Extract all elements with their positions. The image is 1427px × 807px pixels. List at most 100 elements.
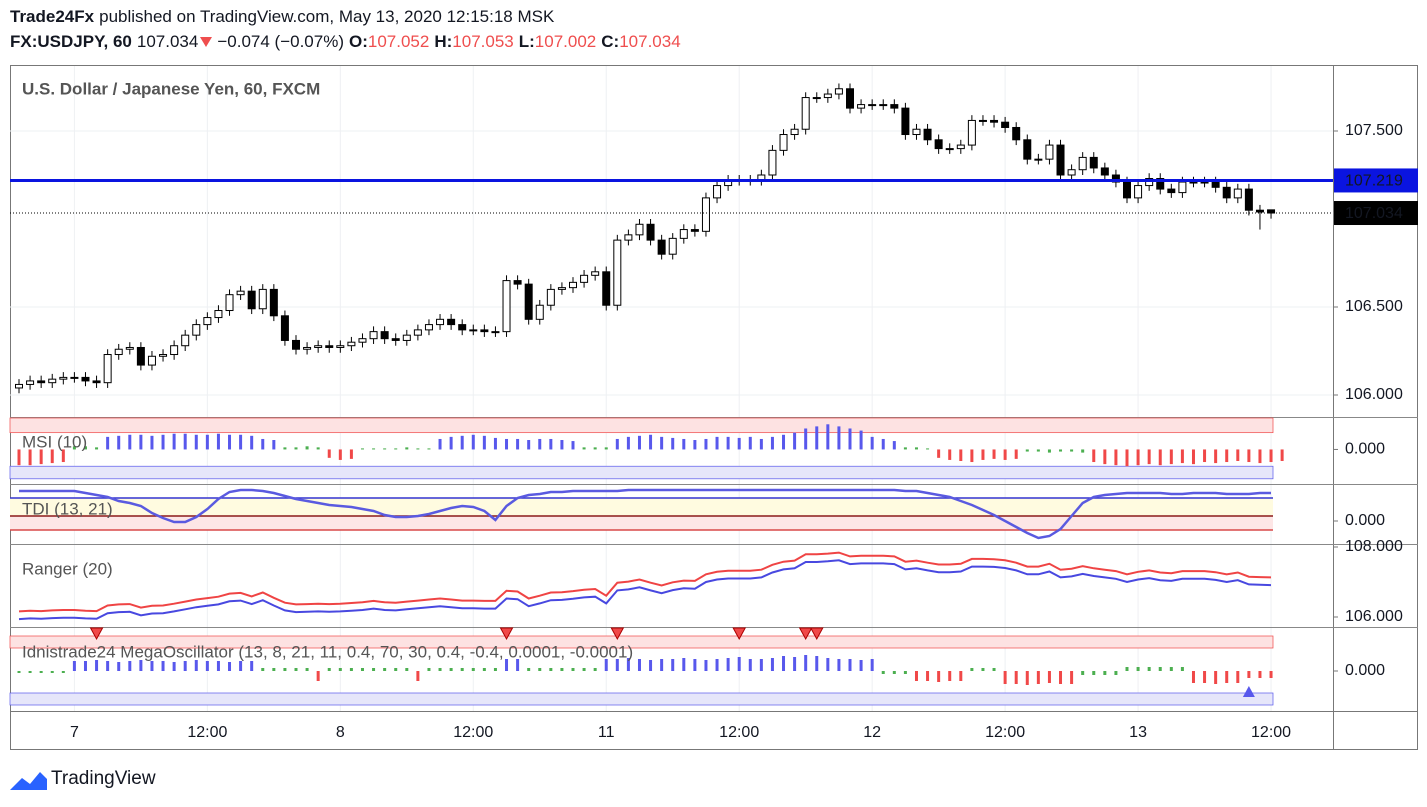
candle-body [524, 283, 533, 320]
histogram-bar [937, 671, 941, 682]
published: published on TradingView.com, May 13, 20… [99, 7, 555, 26]
candle-body [1145, 178, 1154, 187]
candle-body [713, 185, 722, 199]
candle-body [147, 355, 156, 366]
candle-body [413, 329, 422, 336]
histogram-bar [294, 447, 298, 450]
histogram-bar [637, 659, 641, 671]
histogram-bar [493, 668, 497, 671]
sell-signal [809, 627, 824, 641]
histogram-bar [671, 437, 675, 450]
candle-body [214, 310, 223, 319]
histogram-bar [859, 660, 863, 671]
histogram-bar [937, 449, 941, 458]
candle-body [1178, 181, 1187, 194]
candle-body [801, 97, 810, 130]
histogram-bar [737, 657, 741, 671]
pane-title: Ranger (20) [22, 559, 113, 578]
candle-body [1078, 156, 1087, 171]
histogram-bar [770, 658, 774, 671]
histogram-bar [837, 659, 841, 671]
candle-body [613, 239, 622, 306]
histogram-bar [327, 449, 331, 458]
histogram-bar [1214, 671, 1218, 684]
candle-body [945, 148, 954, 151]
histogram-bar [604, 659, 608, 671]
histogram-bar [117, 435, 121, 450]
histogram-bar [1203, 671, 1207, 683]
histogram-bar [1236, 449, 1240, 461]
histogram-bar [261, 438, 265, 450]
histogram-bar [239, 434, 243, 450]
histogram-bar [948, 449, 952, 460]
pane-title: TDI (13, 21) [22, 499, 113, 518]
histogram-bar [39, 671, 43, 673]
histogram-bar [349, 449, 353, 459]
histogram-bar [859, 430, 863, 450]
line [19, 488, 1271, 540]
histogram-bar [1036, 671, 1040, 684]
histogram-bar [72, 661, 76, 671]
x-tick-label: 11 [598, 724, 615, 741]
histogram-bar [571, 668, 575, 671]
histogram-bar [682, 438, 686, 450]
candle-body [1100, 167, 1109, 176]
candle-body [557, 287, 566, 290]
candle-body [1001, 121, 1010, 128]
pane-title: U.S. Dollar / Japanese Yen, 60, FXCM [22, 79, 320, 98]
histogram-bar [327, 668, 331, 671]
histogram-bar [117, 662, 121, 671]
histogram-bar [1225, 671, 1229, 683]
candle-body [92, 380, 101, 384]
histogram-bar [427, 448, 431, 450]
x-tick-label: 12 [863, 724, 881, 741]
histogram-bar [1180, 667, 1184, 671]
histogram-bar [1158, 667, 1162, 671]
histogram-bar [1191, 449, 1195, 465]
histogram-bar [471, 434, 475, 450]
histogram-bar [693, 440, 697, 450]
histogram-bar [759, 659, 763, 671]
histogram-bar [261, 668, 265, 671]
histogram-bar [1070, 449, 1074, 452]
histogram-bar [516, 438, 520, 450]
histogram-bar [649, 660, 653, 671]
candle-body [258, 288, 267, 310]
candle-body [181, 334, 190, 347]
header-line-1: Trade24Fx published on TradingView.com, … [10, 7, 554, 27]
candle-body [923, 128, 932, 141]
histogram-bar [1059, 449, 1063, 452]
candle-body [469, 329, 478, 332]
histogram-bar [981, 449, 985, 460]
histogram-bar [804, 428, 808, 450]
histogram-bar [272, 668, 276, 671]
x-tick-label: 12:00 [453, 724, 493, 741]
histogram-bar [405, 447, 409, 450]
histogram-bar [704, 438, 708, 450]
candle-body [602, 271, 611, 306]
histogram-bar [571, 441, 575, 450]
candle-body [1267, 209, 1276, 214]
close-label: C: [601, 32, 620, 51]
candle-body [247, 290, 256, 310]
histogram-bar [95, 660, 99, 671]
histogram-bar [903, 447, 907, 450]
candle-body [81, 376, 90, 382]
histogram-bar [17, 671, 21, 673]
candle-body [480, 329, 489, 333]
candle-body [136, 346, 145, 366]
candle-body [303, 346, 312, 350]
histogram-bar [959, 671, 963, 681]
histogram-bar [604, 447, 608, 450]
candle-body [447, 318, 456, 326]
histogram-bar [139, 434, 143, 450]
candle-body [768, 149, 777, 176]
candle-body [690, 229, 699, 232]
candle-body [347, 341, 356, 347]
histogram-bar [682, 658, 686, 671]
histogram-bar [748, 659, 752, 671]
histogram-bar [848, 659, 852, 671]
histogram-bar [593, 447, 597, 450]
candle-body [657, 239, 666, 255]
